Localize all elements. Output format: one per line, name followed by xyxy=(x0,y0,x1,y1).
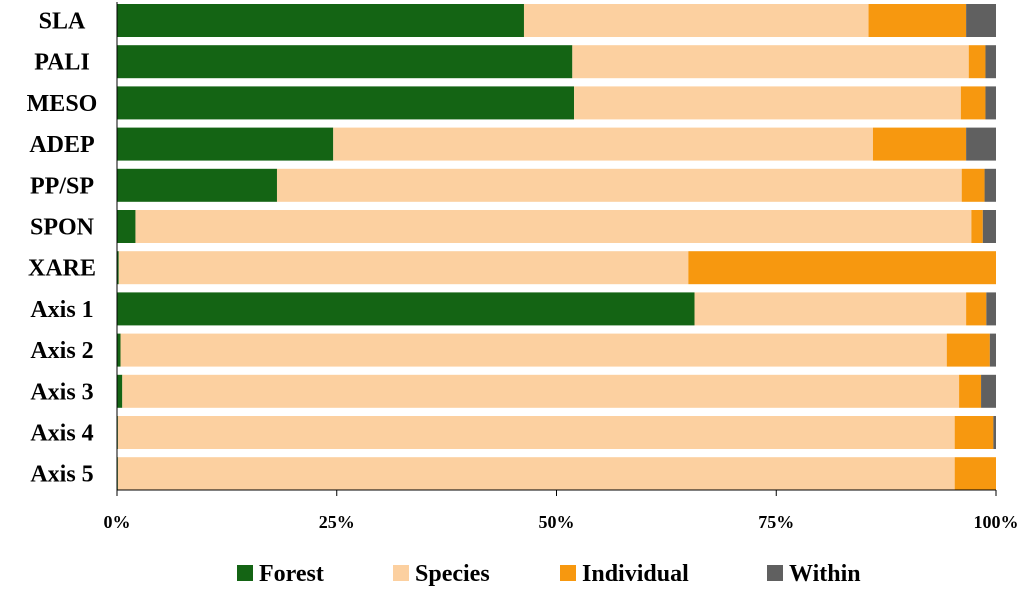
bar-individual-sla xyxy=(868,4,967,37)
bar-individual-pali xyxy=(968,45,986,79)
category-label: MESO xyxy=(27,91,98,117)
bar-forest-adep xyxy=(117,127,334,161)
bar-species-axis-5 xyxy=(117,457,955,491)
bars-group xyxy=(117,4,996,491)
bar-species-axis-1 xyxy=(694,292,967,326)
legend-label-within: Within xyxy=(789,561,861,587)
bar-within-axis-3 xyxy=(981,374,996,408)
category-label: Axis 1 xyxy=(30,297,93,323)
bar-individual-meso xyxy=(960,86,986,120)
bar-individual-pp-sp xyxy=(961,168,985,202)
legend-label-individual: Individual xyxy=(582,561,689,587)
bar-species-meso xyxy=(574,86,961,120)
bar-species-axis-2 xyxy=(120,333,947,367)
bar-forest-xare xyxy=(117,251,119,285)
category-label: Axis 4 xyxy=(30,421,93,447)
category-label: Axis 5 xyxy=(30,462,93,488)
category-label: SPON xyxy=(30,215,95,241)
bar-individual-adep xyxy=(872,127,967,161)
bar-forest-axis-3 xyxy=(117,374,123,408)
category-label: SLA xyxy=(39,9,86,35)
x-ticks: 0% 25% 50% 75% 100% xyxy=(104,490,1019,532)
category-label: PALI xyxy=(34,50,90,76)
bar-within-axis-4 xyxy=(993,416,996,449)
bar-forest-spon xyxy=(117,210,136,243)
bar-within-pp-sp xyxy=(984,168,996,202)
bar-within-sla xyxy=(966,4,996,37)
bar-forest-axis-1 xyxy=(117,292,695,326)
category-label: XARE xyxy=(28,256,96,282)
legend: Forest Species Individual Within xyxy=(237,561,861,587)
bar-forest-pali xyxy=(117,45,573,79)
legend-label-species: Species xyxy=(415,561,490,587)
bar-species-axis-3 xyxy=(122,374,960,408)
legend-swatch-individual xyxy=(560,565,576,581)
x-tick-label: 0% xyxy=(104,512,131,532)
bar-forest-axis-2 xyxy=(117,333,121,367)
bar-within-adep xyxy=(966,127,996,161)
legend-swatch-within xyxy=(767,565,783,581)
legend-swatch-forest xyxy=(237,565,253,581)
bar-species-pp-sp xyxy=(276,168,962,202)
bar-forest-sla xyxy=(117,4,524,37)
bar-individual-spon xyxy=(971,210,983,243)
bar-within-meso xyxy=(985,86,996,120)
bar-species-adep xyxy=(333,127,873,161)
x-tick-label: 75% xyxy=(758,512,794,532)
x-tick-label: 50% xyxy=(539,512,575,532)
bar-within-pali xyxy=(985,45,996,79)
bar-species-xare xyxy=(118,251,689,285)
bar-within-axis-1 xyxy=(986,292,996,326)
legend-swatch-species xyxy=(393,565,409,581)
bar-species-sla xyxy=(523,4,869,37)
category-labels: SLA PALI MESO ADEP PP/SP SPON XARE Axis 1 Axis 2… xyxy=(27,9,98,488)
category-label: Axis 2 xyxy=(30,338,93,364)
category-label: ADEP xyxy=(29,132,94,158)
bar-species-pali xyxy=(572,45,969,79)
bar-individual-axis-4 xyxy=(954,416,994,449)
bar-species-axis-4 xyxy=(117,416,955,449)
bar-within-spon xyxy=(982,210,996,243)
category-label: Axis 3 xyxy=(30,379,93,405)
bar-species-spon xyxy=(135,210,972,243)
bar-individual-axis-1 xyxy=(966,292,987,326)
bar-within-axis-2 xyxy=(989,333,996,367)
bar-individual-axis-3 xyxy=(959,374,982,408)
category-label: PP/SP xyxy=(30,173,94,199)
bar-forest-meso xyxy=(117,86,575,120)
legend-label-forest: Forest xyxy=(259,561,324,587)
bar-forest-pp-sp xyxy=(117,168,277,202)
x-tick-label: 25% xyxy=(319,512,355,532)
bar-individual-axis-5 xyxy=(954,457,996,491)
bar-individual-xare xyxy=(688,251,996,285)
bar-individual-axis-2 xyxy=(946,333,990,367)
x-tick-label: 100% xyxy=(974,512,1019,532)
